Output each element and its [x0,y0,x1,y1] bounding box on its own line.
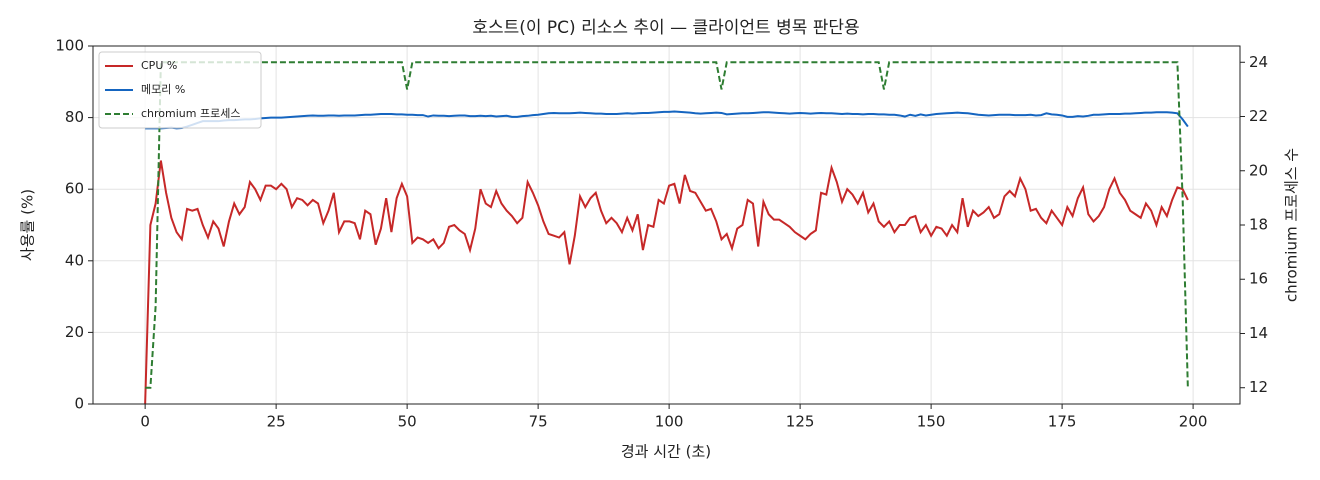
series-line [145,61,1189,389]
y2-tick-label: 12 [1249,378,1268,396]
x-tick-label: 0 [140,413,150,431]
y2-tick-label: 22 [1249,107,1268,125]
x-tick-label: 200 [1179,413,1208,431]
y-tick-label: 80 [65,108,84,126]
y2-tick-label: 18 [1249,216,1268,234]
x-tick-label: 125 [786,413,815,431]
x-tick-label: 175 [1048,413,1077,431]
y-tick-label: 100 [55,37,84,55]
y2-tick-label: 16 [1249,270,1268,288]
x-axis-label: 경과 시간 (초) [621,443,711,461]
plot-frame [92,45,1241,405]
y-tick-label: 40 [65,251,84,269]
series-line [145,110,1189,130]
legend: CPU % 메모리 % chromium 프로세스 [98,51,262,129]
chart-title: 호스트(이 PC) 리소스 추이 — 클라이언트 병목 판단용 [472,18,859,38]
x-tick-label: 75 [529,413,548,431]
x-tick-label: 25 [267,413,286,431]
y-axis-label: 사용률 (%) [19,189,37,261]
series-line [144,160,1189,405]
x-tick-label: 50 [398,413,417,431]
legend-label: chromium 프로세스 [141,107,240,120]
y2-tick-label: 20 [1249,161,1268,179]
y2-axis-label: chromium 프로세스 수 [1283,148,1301,302]
x-tick-label: 100 [655,413,684,431]
legend-label: CPU % [141,59,177,72]
y2-tick-label: 14 [1249,324,1268,342]
y2-tick-label: 24 [1249,53,1268,71]
y-tick-label: 60 [65,180,84,198]
legend-label: 메모리 % [141,83,185,96]
legend-frame [98,51,262,129]
y-tick-label: 20 [65,323,84,341]
y-tick-label: 0 [74,395,84,413]
x-tick-label: 150 [917,413,946,431]
